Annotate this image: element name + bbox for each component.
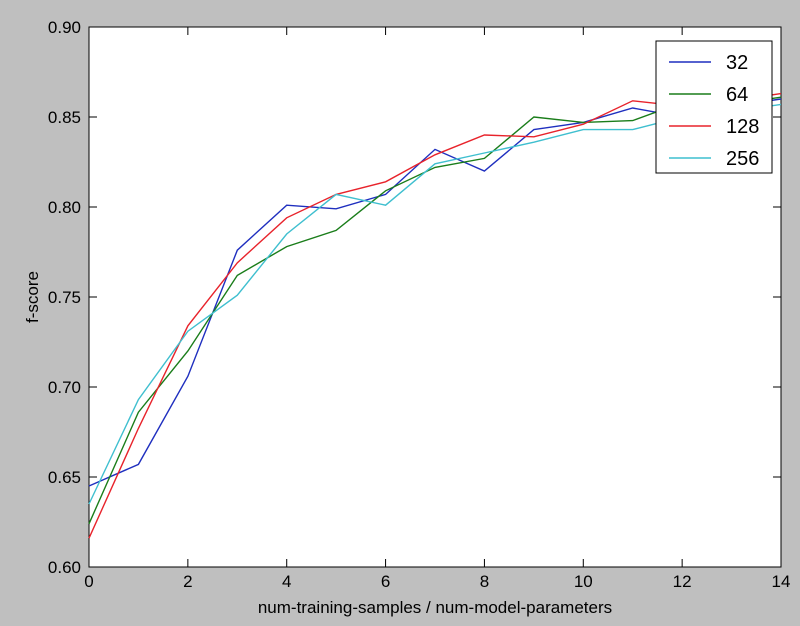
legend-label-256: 256 — [726, 148, 759, 170]
y-tick-label: 0.90 — [48, 18, 81, 37]
x-axis-label: num-training-samples / num-model-paramet… — [258, 598, 612, 617]
y-axis-ticks: 0.60 0.65 0.70 0.75 0.80 0.85 0.90 — [48, 18, 781, 577]
y-axis-label: f-score — [23, 271, 42, 323]
legend-label-32: 32 — [726, 52, 748, 74]
x-tick-label: 10 — [574, 572, 593, 591]
x-tick-label: 2 — [183, 572, 192, 591]
y-tick-label: 0.80 — [48, 198, 81, 217]
y-tick-label: 0.65 — [48, 468, 81, 487]
x-tick-label: 4 — [282, 572, 291, 591]
x-tick-label: 8 — [480, 572, 489, 591]
y-tick-label: 0.85 — [48, 108, 81, 127]
legend-label-128: 128 — [726, 116, 759, 138]
legend-label-64: 64 — [726, 84, 748, 106]
y-tick-label: 0.60 — [48, 558, 81, 577]
legend: 32 64 128 256 — [655, 40, 773, 174]
x-tick-label: 6 — [381, 572, 390, 591]
x-tick-label: 0 — [84, 572, 93, 591]
x-axis-ticks: 0 2 4 6 8 10 12 14 — [84, 27, 790, 591]
legend-box — [655, 40, 773, 174]
x-tick-label: 14 — [772, 572, 791, 591]
x-tick-label: 12 — [673, 572, 692, 591]
y-tick-label: 0.70 — [48, 378, 81, 397]
y-tick-label: 0.75 — [48, 288, 81, 307]
